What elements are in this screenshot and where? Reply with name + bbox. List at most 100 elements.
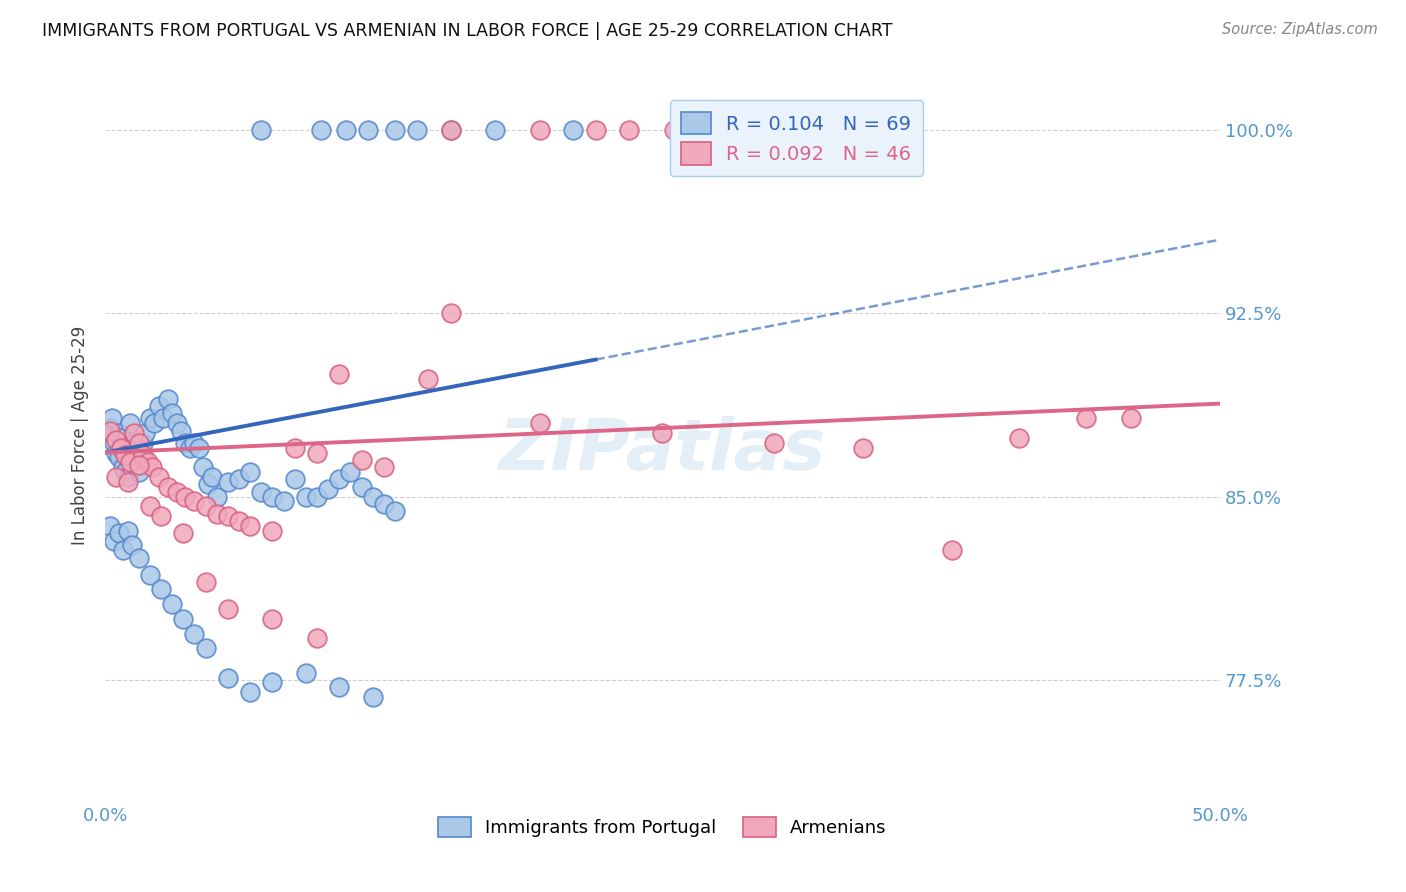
Point bbox=[205, 490, 228, 504]
Point bbox=[305, 632, 328, 646]
Point bbox=[105, 470, 128, 484]
Point bbox=[132, 448, 155, 462]
Point bbox=[98, 424, 121, 438]
Point bbox=[179, 441, 201, 455]
Point bbox=[156, 480, 179, 494]
Point bbox=[262, 675, 284, 690]
Point bbox=[193, 460, 215, 475]
Point bbox=[328, 472, 350, 486]
Point bbox=[228, 514, 250, 528]
Text: Source: ZipAtlas.com: Source: ZipAtlas.com bbox=[1222, 22, 1378, 37]
Point bbox=[174, 490, 197, 504]
Point bbox=[879, 122, 901, 136]
Point bbox=[118, 416, 141, 430]
Point bbox=[762, 435, 785, 450]
Point bbox=[250, 484, 273, 499]
Point bbox=[440, 122, 463, 136]
Point bbox=[148, 399, 170, 413]
Point bbox=[107, 425, 129, 440]
Point bbox=[170, 424, 193, 438]
Point bbox=[139, 567, 162, 582]
Point bbox=[174, 435, 197, 450]
Point bbox=[585, 122, 607, 136]
Point bbox=[128, 458, 150, 472]
Point bbox=[328, 368, 350, 382]
Point bbox=[484, 122, 506, 136]
Point bbox=[152, 411, 174, 425]
Point bbox=[117, 475, 139, 489]
Point bbox=[128, 435, 150, 450]
Text: IMMIGRANTS FROM PORTUGAL VS ARMENIAN IN LABOR FORCE | AGE 25-29 CORRELATION CHAR: IMMIGRANTS FROM PORTUGAL VS ARMENIAN IN … bbox=[42, 22, 893, 40]
Point bbox=[685, 122, 707, 136]
Point bbox=[139, 411, 162, 425]
Point bbox=[339, 465, 361, 479]
Point bbox=[112, 543, 135, 558]
Point bbox=[262, 490, 284, 504]
Point bbox=[107, 450, 129, 465]
Point bbox=[741, 122, 763, 136]
Point bbox=[183, 435, 205, 450]
Point bbox=[262, 524, 284, 538]
Point bbox=[148, 470, 170, 484]
Point bbox=[101, 411, 124, 425]
Point bbox=[239, 519, 262, 533]
Point bbox=[110, 431, 132, 445]
Point bbox=[617, 122, 640, 136]
Point bbox=[166, 484, 188, 499]
Point bbox=[384, 122, 406, 136]
Point bbox=[1074, 411, 1097, 425]
Point bbox=[128, 550, 150, 565]
Point bbox=[121, 538, 143, 552]
Point bbox=[357, 122, 380, 136]
Point bbox=[305, 490, 328, 504]
Point bbox=[941, 543, 963, 558]
Point bbox=[1119, 411, 1142, 425]
Point bbox=[692, 122, 714, 136]
Point bbox=[125, 450, 148, 465]
Point bbox=[107, 526, 129, 541]
Point bbox=[105, 434, 128, 448]
Point bbox=[160, 597, 183, 611]
Point bbox=[529, 416, 551, 430]
Point bbox=[284, 441, 307, 455]
Point bbox=[132, 435, 155, 450]
Text: ZIPatlas: ZIPatlas bbox=[499, 416, 827, 484]
Point bbox=[183, 494, 205, 508]
Point bbox=[335, 122, 357, 136]
Point bbox=[406, 122, 429, 136]
Point bbox=[172, 526, 194, 541]
Point bbox=[112, 460, 135, 475]
Point bbox=[373, 460, 395, 475]
Point bbox=[103, 533, 125, 548]
Point bbox=[139, 500, 162, 514]
Point bbox=[262, 612, 284, 626]
Point bbox=[295, 490, 318, 504]
Point bbox=[122, 435, 145, 450]
Point bbox=[217, 475, 239, 489]
Point bbox=[197, 477, 219, 491]
Point bbox=[105, 445, 128, 459]
Point bbox=[273, 494, 295, 508]
Point bbox=[149, 582, 172, 597]
Y-axis label: In Labor Force | Age 25-29: In Labor Force | Age 25-29 bbox=[72, 326, 89, 545]
Point bbox=[305, 445, 328, 459]
Point bbox=[217, 671, 239, 685]
Point bbox=[295, 665, 318, 680]
Point bbox=[172, 612, 194, 626]
Point bbox=[129, 445, 152, 459]
Point bbox=[201, 470, 224, 484]
Point bbox=[373, 497, 395, 511]
Point bbox=[361, 490, 384, 504]
Point bbox=[239, 685, 262, 699]
Point bbox=[651, 425, 673, 440]
Legend: Immigrants from Portugal, Armenians: Immigrants from Portugal, Armenians bbox=[430, 810, 894, 845]
Point bbox=[418, 372, 440, 386]
Point bbox=[284, 472, 307, 486]
Point bbox=[1008, 431, 1031, 445]
Point bbox=[141, 460, 163, 475]
Point bbox=[98, 421, 121, 435]
Point bbox=[328, 681, 350, 695]
Point bbox=[103, 435, 125, 450]
Point bbox=[117, 470, 139, 484]
Point bbox=[311, 122, 333, 136]
